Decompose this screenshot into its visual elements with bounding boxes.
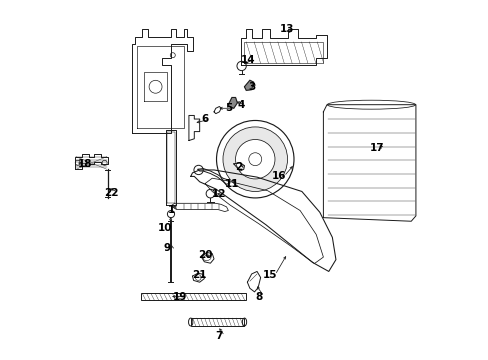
Text: 19: 19 <box>172 292 187 302</box>
Text: 4: 4 <box>237 100 244 110</box>
Text: 15: 15 <box>262 270 276 280</box>
Text: 7: 7 <box>215 331 223 341</box>
Circle shape <box>75 160 80 165</box>
Circle shape <box>223 127 287 192</box>
Text: 22: 22 <box>104 188 119 198</box>
Text: 21: 21 <box>192 270 206 280</box>
Text: 2: 2 <box>235 162 242 172</box>
Circle shape <box>102 160 107 165</box>
Text: 18: 18 <box>78 159 92 169</box>
Text: 17: 17 <box>369 143 384 153</box>
Bar <box>140 293 246 301</box>
Text: 14: 14 <box>240 55 255 65</box>
Text: 8: 8 <box>255 292 262 302</box>
Text: 6: 6 <box>201 114 208 124</box>
Text: 3: 3 <box>247 82 255 92</box>
Circle shape <box>235 139 274 179</box>
Text: 5: 5 <box>224 103 231 113</box>
Text: 12: 12 <box>212 189 226 199</box>
Text: 13: 13 <box>280 24 294 35</box>
Text: 11: 11 <box>224 179 239 189</box>
Text: 9: 9 <box>163 243 171 253</box>
Text: 10: 10 <box>157 224 172 233</box>
Text: 16: 16 <box>271 171 285 181</box>
Polygon shape <box>228 98 237 108</box>
Bar <box>190 318 244 326</box>
Text: 1: 1 <box>167 206 174 216</box>
Text: 20: 20 <box>198 250 212 260</box>
Polygon shape <box>244 80 253 90</box>
